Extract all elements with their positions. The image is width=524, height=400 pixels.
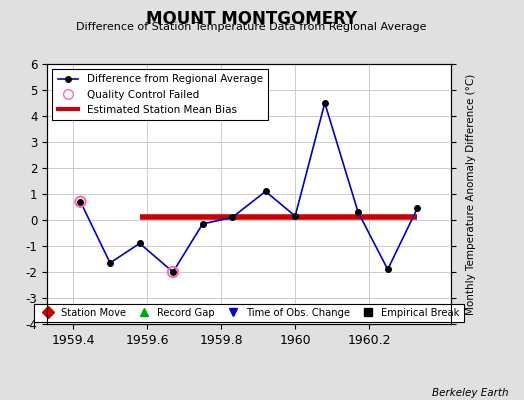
Text: MOUNT MONTGOMERY: MOUNT MONTGOMERY <box>146 10 357 28</box>
Legend: Station Move, Record Gap, Time of Obs. Change, Empirical Break: Station Move, Record Gap, Time of Obs. C… <box>34 304 464 322</box>
Point <box>77 198 85 205</box>
Point <box>169 269 177 275</box>
Y-axis label: Monthly Temperature Anomaly Difference (°C): Monthly Temperature Anomaly Difference (… <box>466 73 476 315</box>
Text: Berkeley Earth: Berkeley Earth <box>432 388 508 398</box>
Text: Difference of Station Temperature Data from Regional Average: Difference of Station Temperature Data f… <box>77 22 427 32</box>
